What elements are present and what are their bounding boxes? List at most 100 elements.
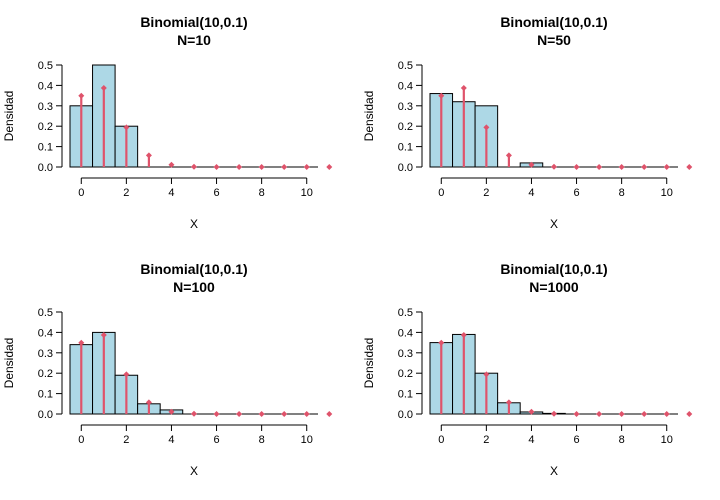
pmf-point	[145, 399, 152, 406]
x-tick-label: 4	[168, 434, 174, 446]
pmf-point	[483, 371, 490, 378]
pmf-point	[641, 411, 648, 417]
pmf-point	[483, 124, 490, 131]
chart-subtitle: N=10	[177, 32, 211, 48]
pmf-point	[236, 164, 243, 170]
y-tick-label: 0.0	[38, 162, 53, 174]
chart-title: Binomial(10,0.1)	[140, 14, 247, 30]
x-tick-label: 8	[619, 434, 625, 446]
chart-subtitle: N=1000	[529, 279, 579, 295]
x-tick-label: 10	[661, 434, 673, 446]
pmf-point	[528, 161, 535, 168]
y-tick-label: 0.4	[398, 80, 413, 92]
x-tick-label: 6	[573, 434, 579, 446]
y-tick-label: 0.0	[38, 409, 53, 421]
pmf-point	[281, 164, 288, 170]
pmf-point	[123, 371, 130, 378]
x-tick-label: 8	[259, 434, 265, 446]
pmf-point	[191, 410, 197, 417]
y-tick-label: 0.2	[398, 121, 413, 133]
pmf-point	[663, 411, 670, 417]
pmf-point	[551, 410, 557, 417]
y-axis-label: Densidad	[362, 338, 376, 389]
pmf-point	[213, 410, 220, 417]
pmf-point	[641, 164, 648, 170]
x-tick-label: 2	[123, 434, 129, 446]
x-tick-label: 4	[168, 187, 174, 199]
pmf-point	[663, 164, 670, 170]
y-tick-label: 0.1	[398, 142, 413, 154]
pmf-point	[686, 164, 693, 170]
x-tick-label: 6	[573, 187, 579, 199]
x-tick-label: 8	[259, 187, 265, 199]
x-axis-label: X	[190, 464, 198, 478]
x-tick-label: 0	[438, 434, 444, 446]
x-tick-label: 0	[78, 187, 84, 199]
pmf-point	[168, 161, 175, 168]
chart-panel: Binomial(10,0.1) N=10 0 2 4 6 8 10 X 0.0 0.1 0.2 0.3…	[2, 14, 333, 231]
pmf-point	[460, 85, 467, 92]
x-tick-label: 0	[438, 187, 444, 199]
y-tick-label: 0.3	[398, 101, 413, 113]
y-tick-label: 0.0	[398, 162, 413, 174]
pmf-point	[258, 164, 265, 170]
pmf-point	[596, 164, 603, 170]
y-tick-label: 0.2	[38, 121, 53, 133]
x-tick-label: 10	[661, 187, 673, 199]
pmf-point	[168, 408, 175, 415]
y-axis-label: Densidad	[2, 338, 16, 389]
x-axis-label: X	[550, 217, 558, 231]
pmf-point	[438, 339, 445, 346]
chart-title: Binomial(10,0.1)	[500, 261, 607, 277]
y-tick-label: 0.0	[398, 409, 413, 421]
y-tick-label: 0.2	[398, 368, 413, 380]
x-tick-label: 10	[301, 187, 313, 199]
pmf-point	[528, 408, 535, 415]
x-tick-label: 2	[123, 187, 129, 199]
pmf-point	[551, 163, 557, 170]
x-axis-label: X	[550, 464, 558, 478]
x-tick-label: 6	[213, 187, 219, 199]
y-tick-label: 0.3	[38, 101, 53, 113]
y-tick-label: 0.4	[398, 327, 413, 339]
chart-panel: Binomial(10,0.1) N=100 0 2 4 6 8 10 X 0.0 0.1 0.2 0.…	[2, 261, 333, 478]
chart-subtitle: N=50	[537, 32, 571, 48]
y-tick-label: 0.4	[38, 327, 53, 339]
chart-panel: Binomial(10,0.1) N=50 0 2 4 6 8 10 X 0.0 0.1 0.2 0.3…	[362, 14, 693, 231]
pmf-point	[78, 339, 85, 346]
pmf-point	[618, 411, 625, 417]
y-tick-label: 0.4	[38, 80, 53, 92]
pmf-point	[573, 163, 580, 170]
pmf-point	[191, 163, 197, 170]
x-tick-label: 6	[213, 434, 219, 446]
x-tick-label: 4	[528, 434, 534, 446]
pmf-point	[618, 164, 625, 170]
x-axis-label: X	[190, 217, 198, 231]
x-tick-label: 10	[301, 434, 313, 446]
pmf-point	[573, 410, 580, 417]
chart-title: Binomial(10,0.1)	[140, 261, 247, 277]
chart-panel: Binomial(10,0.1) N=1000 0 2 4 6 8 10 X 0.0 0.1 0.2 0…	[362, 261, 693, 478]
x-tick-label: 2	[483, 187, 489, 199]
pmf-point	[258, 411, 265, 417]
x-tick-label: 8	[619, 187, 625, 199]
x-tick-label: 2	[483, 434, 489, 446]
pmf-point	[236, 411, 243, 417]
pmf-point	[100, 332, 107, 339]
x-tick-label: 0	[78, 434, 84, 446]
pmf-point	[123, 124, 130, 131]
pmf-point	[303, 411, 310, 417]
pmf-point	[438, 92, 445, 99]
pmf-point	[281, 411, 288, 417]
y-tick-label: 0.2	[38, 368, 53, 380]
chart-subtitle: N=100	[173, 279, 215, 295]
y-axis-label: Densidad	[2, 91, 16, 142]
x-tick-label: 4	[528, 187, 534, 199]
y-tick-label: 0.5	[38, 60, 53, 72]
y-tick-label: 0.1	[38, 142, 53, 154]
y-tick-label: 0.1	[38, 389, 53, 401]
pmf-point	[686, 411, 693, 417]
pmf-point	[596, 411, 603, 417]
